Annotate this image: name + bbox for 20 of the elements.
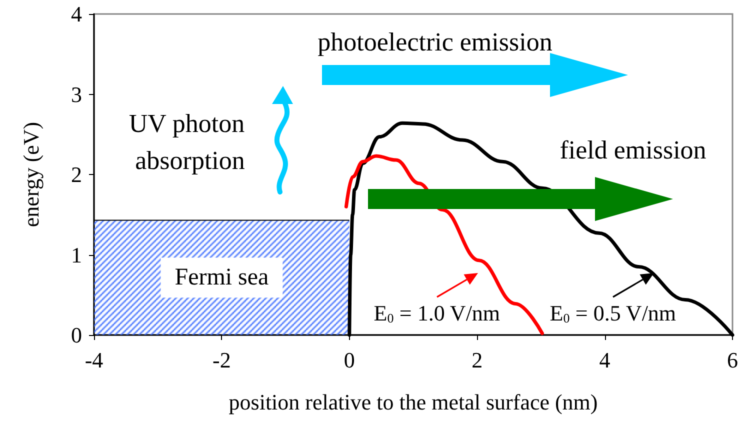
x-axis-title: position relative to the metal surface (nm): [228, 390, 598, 414]
annotation: field emission: [560, 136, 706, 164]
series-label: Fermi sea: [174, 264, 270, 291]
x-tick-label: 0: [344, 348, 355, 372]
y-tick-label: 3: [71, 82, 82, 107]
line-series: [344, 154, 544, 336]
x-tick-label: 2: [472, 348, 483, 372]
x-tick-label: 6: [727, 348, 738, 372]
annotation: photoelectric emission: [318, 28, 552, 56]
annotation: UV photon absorption: [128, 109, 252, 175]
y-tick-label: 1: [71, 242, 82, 268]
annotation: E0 = 1.0 V/nm: [374, 300, 500, 326]
y-tick-label: 0: [71, 322, 82, 348]
x-tick-label: -4: [84, 348, 104, 372]
y-tick-label: 4: [71, 2, 82, 26]
y-tick-label: 2: [71, 162, 82, 187]
y-axis-title: energy (eV): [18, 122, 44, 228]
x-tick-label: 4: [599, 348, 610, 372]
x-tick-label: -2: [212, 348, 231, 372]
annotation: E0 = 0.5 V/nm: [550, 300, 676, 326]
